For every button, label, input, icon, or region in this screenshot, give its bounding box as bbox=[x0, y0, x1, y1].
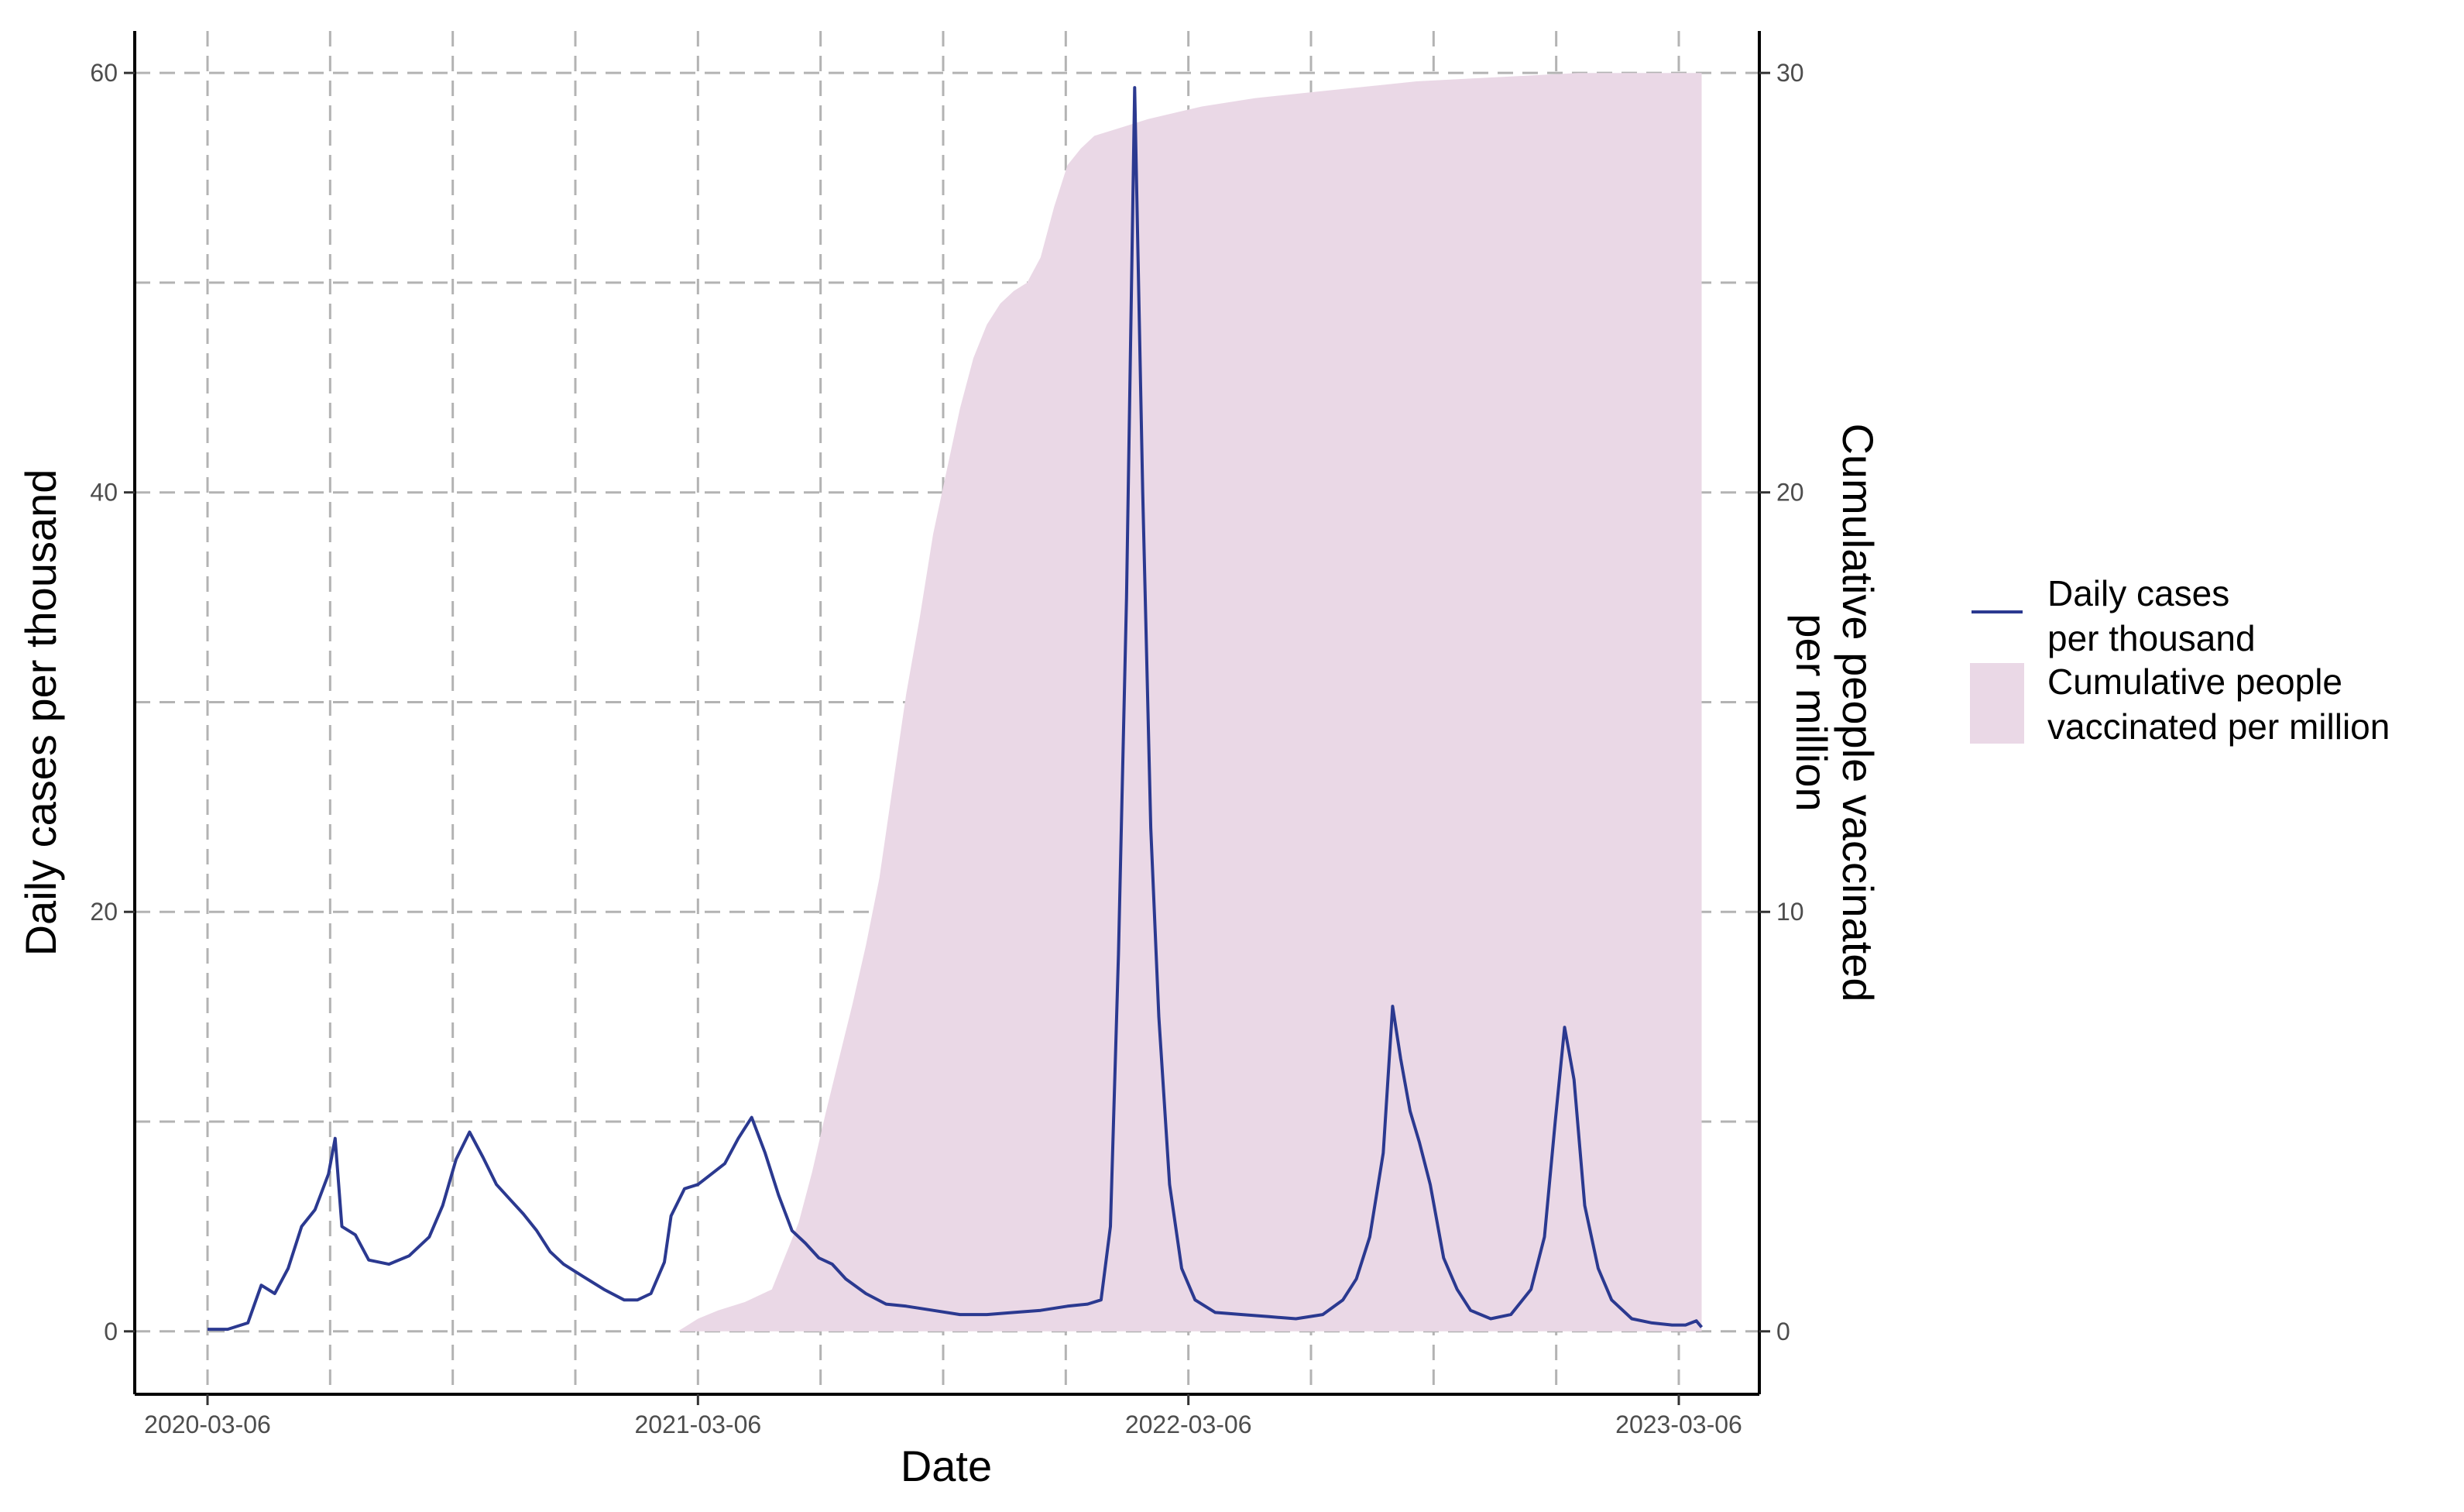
x-ticks: 2020-03-06 2021-03-06 2022-03-06 2023-03-06 bbox=[144, 1394, 1742, 1438]
legend-label-cases-line2: per thousand bbox=[2047, 618, 2256, 658]
x-tick-label: 2021-03-06 bbox=[634, 1411, 761, 1438]
legend-label-vaccinated-line1: Cumulative people bbox=[2047, 662, 2342, 702]
y-left-tick-label: 0 bbox=[104, 1318, 118, 1345]
legend-key-vaccinated-area bbox=[1970, 663, 2024, 744]
axes bbox=[133, 31, 1761, 1396]
legend-label-cases-line1: Daily cases bbox=[2047, 573, 2229, 613]
y-right-tick-label: 30 bbox=[1776, 59, 1804, 87]
y-axis-title: Daily cases per thousand bbox=[16, 469, 65, 957]
y2-axis-title-line1: Cumulative people vaccinated bbox=[1834, 423, 1882, 1002]
y-left-ticks: 0 20 40 60 bbox=[90, 59, 135, 1345]
y2-axis-title: Cumulative people vaccinated per million bbox=[1787, 423, 1882, 1002]
x-tick-label: 2023-03-06 bbox=[1615, 1411, 1742, 1438]
vaccinated-area bbox=[678, 73, 1702, 1332]
x-tick-label: 2020-03-06 bbox=[144, 1411, 271, 1438]
y-right-tick-label: 10 bbox=[1776, 898, 1804, 926]
y-left-tick-label: 40 bbox=[90, 479, 118, 507]
legend: Daily cases per thousand Cumulative peop… bbox=[1970, 573, 2390, 747]
cases-line-layer bbox=[207, 86, 1704, 1332]
cases-line bbox=[208, 86, 1704, 1332]
y-right-tick-label: 20 bbox=[1776, 479, 1804, 507]
y-right-ticks: 0 10 20 30 bbox=[1759, 59, 1804, 1345]
legend-label-vaccinated-line2: vaccinated per million bbox=[2047, 706, 2390, 747]
x-axis-title: Date bbox=[901, 1442, 992, 1490]
x-tick-label: 2022-03-06 bbox=[1125, 1411, 1252, 1438]
y-left-tick-label: 60 bbox=[90, 59, 118, 87]
y-left-tick-label: 20 bbox=[90, 898, 118, 926]
vaccination-area-layer bbox=[678, 73, 1702, 1332]
y-right-tick-label: 0 bbox=[1776, 1318, 1790, 1345]
y2-axis-title-line2: per million bbox=[1787, 613, 1836, 811]
